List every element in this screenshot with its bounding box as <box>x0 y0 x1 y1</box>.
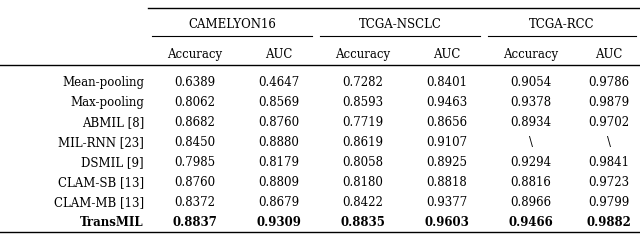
Text: 0.8372: 0.8372 <box>175 196 216 209</box>
Text: 0.8656: 0.8656 <box>426 116 468 129</box>
Text: 0.8058: 0.8058 <box>342 156 383 169</box>
Text: 0.8816: 0.8816 <box>511 176 552 189</box>
Text: 0.9107: 0.9107 <box>426 136 468 149</box>
Text: 0.9786: 0.9786 <box>588 76 630 89</box>
Text: 0.9723: 0.9723 <box>588 176 630 189</box>
Text: 0.9466: 0.9466 <box>509 216 554 229</box>
Text: 0.8818: 0.8818 <box>427 176 467 189</box>
Text: 0.8760: 0.8760 <box>175 176 216 189</box>
Text: 0.7985: 0.7985 <box>175 156 216 169</box>
Text: 0.8934: 0.8934 <box>511 116 552 129</box>
Text: AUC: AUC <box>266 48 292 61</box>
Text: 0.9702: 0.9702 <box>588 116 630 129</box>
Text: 0.9882: 0.9882 <box>587 216 632 229</box>
Text: 0.8569: 0.8569 <box>259 96 300 109</box>
Text: \: \ <box>607 136 611 149</box>
Text: 0.8180: 0.8180 <box>342 176 383 189</box>
Text: 0.6389: 0.6389 <box>175 76 216 89</box>
Text: CLAM-SB [13]: CLAM-SB [13] <box>58 176 144 189</box>
Text: 0.8809: 0.8809 <box>259 176 300 189</box>
Text: 0.9377: 0.9377 <box>426 196 468 209</box>
Text: CLAM-MB [13]: CLAM-MB [13] <box>54 196 144 209</box>
Text: 0.9603: 0.9603 <box>424 216 469 229</box>
Text: DSMIL [9]: DSMIL [9] <box>81 156 144 169</box>
Text: 0.7719: 0.7719 <box>342 116 383 129</box>
Text: 0.9054: 0.9054 <box>510 76 552 89</box>
Text: 0.9378: 0.9378 <box>511 96 552 109</box>
Text: 0.8966: 0.8966 <box>511 196 552 209</box>
Text: Accuracy: Accuracy <box>168 48 223 61</box>
Text: TCGA-RCC: TCGA-RCC <box>529 18 595 31</box>
Text: TransMIL: TransMIL <box>81 216 144 229</box>
Text: MIL-RNN [23]: MIL-RNN [23] <box>58 136 144 149</box>
Text: AUC: AUC <box>595 48 623 61</box>
Text: 0.9294: 0.9294 <box>511 156 552 169</box>
Text: 0.9879: 0.9879 <box>588 96 630 109</box>
Text: 0.8682: 0.8682 <box>175 116 216 129</box>
Text: TCGA-NSCLC: TCGA-NSCLC <box>358 18 442 31</box>
Text: 0.9463: 0.9463 <box>426 96 468 109</box>
Text: 0.8619: 0.8619 <box>342 136 383 149</box>
Text: 0.9799: 0.9799 <box>588 196 630 209</box>
Text: Accuracy: Accuracy <box>504 48 559 61</box>
Text: 0.8835: 0.8835 <box>340 216 385 229</box>
Text: 0.8880: 0.8880 <box>259 136 300 149</box>
Text: Accuracy: Accuracy <box>335 48 390 61</box>
Text: ABMIL [8]: ABMIL [8] <box>82 116 144 129</box>
Text: 0.7282: 0.7282 <box>342 76 383 89</box>
Text: 0.9309: 0.9309 <box>257 216 301 229</box>
Text: Max-pooling: Max-pooling <box>70 96 144 109</box>
Text: 0.8401: 0.8401 <box>426 76 467 89</box>
Text: 0.8450: 0.8450 <box>175 136 216 149</box>
Text: 0.8179: 0.8179 <box>259 156 300 169</box>
Text: 0.8593: 0.8593 <box>342 96 383 109</box>
Text: 0.4647: 0.4647 <box>259 76 300 89</box>
Text: CAMELYON16: CAMELYON16 <box>188 18 276 31</box>
Text: 0.8679: 0.8679 <box>259 196 300 209</box>
Text: \: \ <box>529 136 533 149</box>
Text: 0.8062: 0.8062 <box>175 96 216 109</box>
Text: 0.8837: 0.8837 <box>173 216 218 229</box>
Text: 0.8760: 0.8760 <box>259 116 300 129</box>
Text: AUC: AUC <box>433 48 461 61</box>
Text: Mean-pooling: Mean-pooling <box>62 76 144 89</box>
Text: 0.8925: 0.8925 <box>426 156 467 169</box>
Text: 0.9841: 0.9841 <box>589 156 630 169</box>
Text: 0.8422: 0.8422 <box>342 196 383 209</box>
